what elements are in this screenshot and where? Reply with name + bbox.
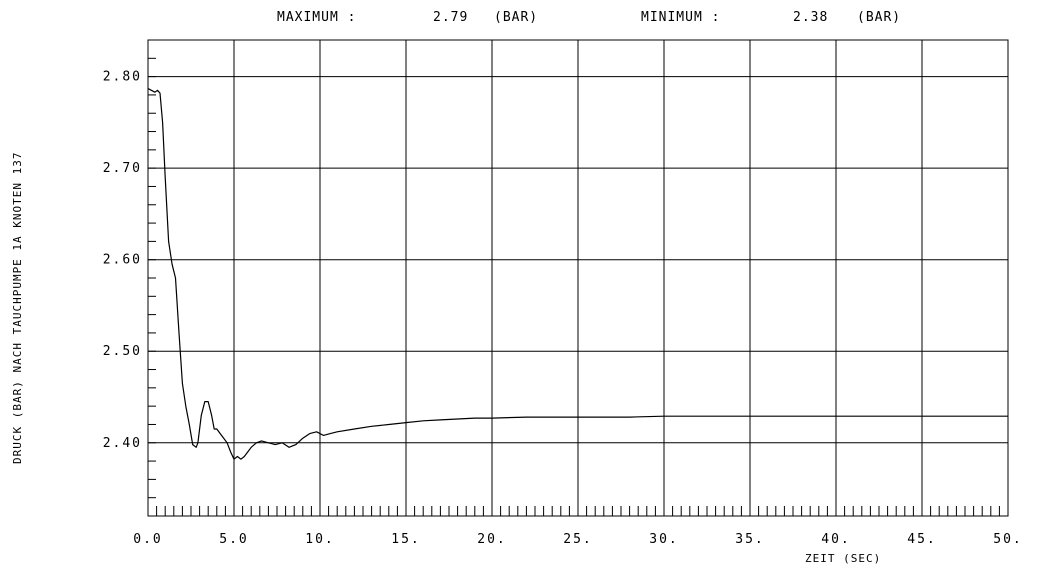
y-tick-label: 2.50 [103,344,142,359]
maximum-unit: (BAR) [494,10,538,25]
x-tick-label: 50. [993,532,1022,547]
x-tick-label: 30. [649,532,678,547]
x-tick-label: 15. [391,532,420,547]
minor-ticks [147,57,1009,516]
minimum-value: 2.38 [793,10,828,25]
x-tick-label: 10. [305,532,334,547]
x-tick-label: 0.0 [133,532,162,547]
y-tick-label: 2.80 [103,70,142,85]
x-tick-label: 35. [735,532,764,547]
y-tick-label: 2.70 [103,161,142,176]
y-axis-label: DRUCK (BAR) NACH TAUCHPUMPE 1A KNOTEN 13… [11,151,24,464]
y-tick-label: 2.40 [103,436,142,451]
minimum-label: MINIMUM : [641,10,720,25]
pressure-series-line [147,87,1008,460]
y-tick-labels: 2.40 2.50 2.60 2.70 2.80 [103,70,142,451]
maximum-value: 2.79 [433,10,468,25]
minimum-unit: (BAR) [857,10,901,25]
x-tick-label: 20. [477,532,506,547]
series-layer [147,87,1008,460]
x-tick-label: 40. [821,532,850,547]
x-tick-label: 45. [907,532,936,547]
x-tick-label: 25. [563,532,592,547]
x-axis-label: ZEIT (SEC) [805,552,881,565]
maximum-label: MAXIMUM : [277,10,356,25]
plot-frame [147,39,1009,517]
y-tick-label: 2.60 [103,253,142,268]
x-tick-labels: 0.0 5.0 10. 15. 20. 25. 30. 35. 40. 45. 50. [133,532,1022,547]
x-tick-label: 5.0 [219,532,248,547]
